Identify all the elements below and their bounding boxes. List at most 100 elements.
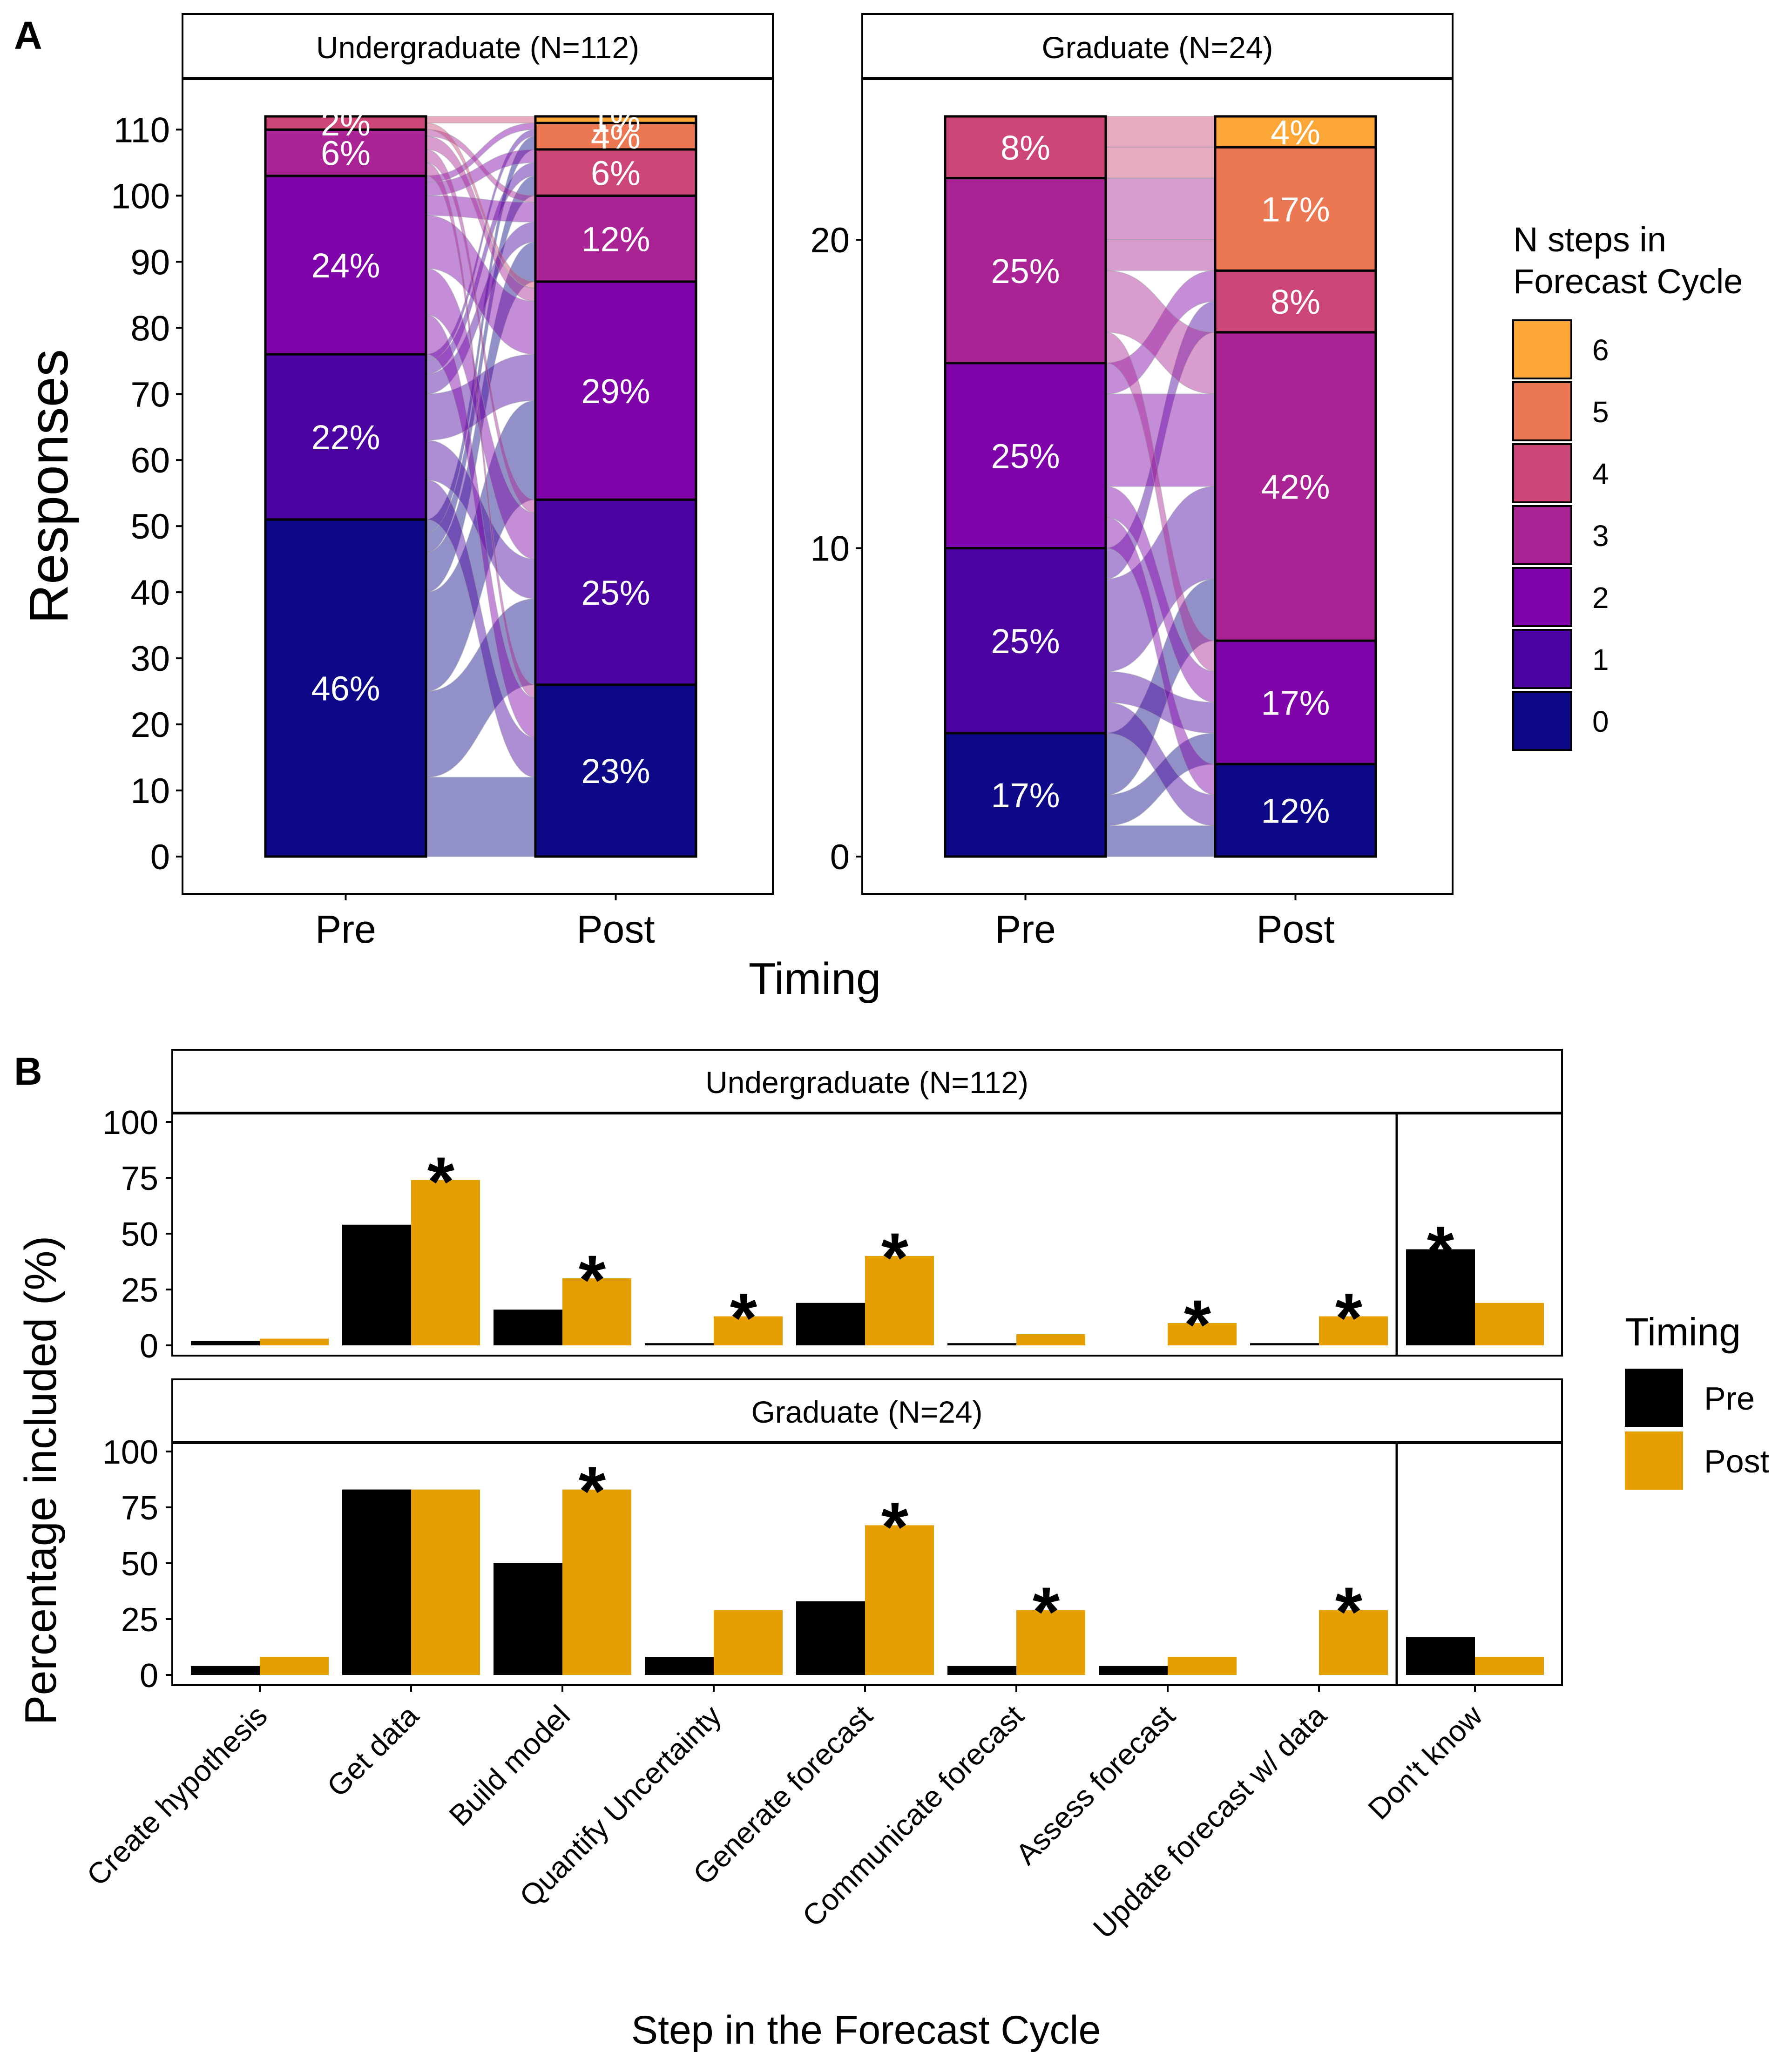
legend-steps-title-1: N steps in [1513, 220, 1666, 259]
x-tick-label: Post [576, 907, 655, 951]
stratum-pre-step-1 [264, 353, 427, 521]
bar-post [260, 1338, 329, 1345]
y-axis-b-undergrad: 0 25 50 75 100 [102, 1104, 172, 1365]
stratum-percent-label: 29% [581, 372, 650, 411]
y-tick-label: 25 [121, 1272, 158, 1309]
bar-pre [1099, 1666, 1168, 1675]
bar-post [865, 1256, 934, 1345]
y-axis-b-grad: 0 25 50 75 100 [102, 1434, 172, 1695]
significance-marker: * [1335, 1279, 1363, 1357]
y-tick-label: 100 [102, 1104, 158, 1141]
stratum-post-step-3 [534, 194, 697, 283]
stratum-percent-label: 17% [991, 776, 1060, 815]
stratum-post-step-0 [1214, 763, 1377, 858]
bar-pre [645, 1343, 714, 1345]
legend-label-post: Post [1704, 1443, 1769, 1479]
bars-undergrad: * * * * * * * [191, 1142, 1544, 1364]
alluvial-flow-band [1105, 825, 1216, 857]
legend-key-step-2 [1512, 567, 1572, 627]
alluvial-flow-band [1105, 115, 1216, 148]
bar-pre [342, 1489, 411, 1675]
legend-timing-title: Timing [1625, 1310, 1741, 1354]
legend-label-step-0: 0 [1592, 705, 1609, 738]
panel-b-y-title: Percentage included (%) [16, 1236, 66, 1725]
legend-label-step-5: 5 [1592, 395, 1609, 429]
stratum-post-step-5 [1214, 146, 1377, 272]
bar-pre [947, 1666, 1016, 1675]
y-tick-label: 90 [130, 243, 170, 282]
y-tick-label: 0 [140, 1328, 158, 1365]
y-axis-grad: 0 10 20 [810, 221, 862, 877]
bar-pre [796, 1303, 865, 1345]
y-tick-label: 50 [121, 1216, 158, 1253]
significance-marker: * [1427, 1212, 1454, 1290]
y-tick-label: 20 [130, 705, 170, 745]
stratum-post-step-4 [1214, 269, 1377, 334]
strip-grad [861, 13, 1454, 79]
significance-marker: * [1335, 1573, 1363, 1651]
y-axis-undergrad: 0 10 20 30 40 50 60 70 80 90 100 110 [111, 110, 183, 877]
strip-b-undergrad [171, 1049, 1563, 1114]
bar-pre [1406, 1637, 1475, 1675]
legend-key-step-0 [1512, 691, 1572, 751]
stratum-pre-step-0 [264, 518, 427, 858]
significance-marker: * [579, 1241, 606, 1319]
stratum-percent-label: 25% [991, 437, 1060, 475]
panel-b-x-title: Step in the Forecast Cycle [631, 2008, 1101, 2052]
alluvial-flow-band [1105, 147, 1216, 179]
alluvial-flow-band [1105, 177, 1216, 240]
legend-steps-title-2: Forecast Cycle [1513, 262, 1743, 301]
stratum-pre-step-4 [944, 115, 1107, 179]
stratum-post-step-4 [534, 148, 697, 197]
bar-pre [947, 1343, 1016, 1345]
stratum-pre-step-4 [264, 115, 427, 131]
legend-label-pre: Pre [1704, 1380, 1755, 1417]
facet-undergrad-bars: Undergraduate (N=112) * * * * * * * 0 25 50 75 100 [102, 1049, 1563, 1365]
bar-post [1319, 1316, 1388, 1345]
legend-key-step-1 [1512, 629, 1572, 689]
y-tick-label: 100 [111, 176, 170, 216]
y-tick-label: 75 [121, 1160, 158, 1197]
strip-b-undergrad-label: Undergraduate (N=112) [705, 1065, 1028, 1100]
alluvial-strata-grad: 17% 25% 25% 25% 8% 12% 17% 42% 8% 17% 4% [944, 113, 1377, 858]
y-tick-label: 0 [150, 837, 170, 877]
stratum-pre-step-2 [944, 362, 1107, 549]
legend-label-step-4: 4 [1592, 457, 1609, 491]
facet-grad-bars: Graduate (N=24) * * * * 0 25 50 75 100 [102, 1378, 1563, 1695]
alluvial-flow-band [426, 776, 536, 857]
y-tick-label: 40 [130, 573, 170, 613]
strip-b-grad [171, 1378, 1563, 1443]
stratum-percent-label: 4% [1271, 113, 1320, 152]
y-tick-label: 0 [830, 837, 850, 877]
x-tick-label: Post [1256, 907, 1334, 951]
stratum-percent-label: 12% [581, 220, 650, 258]
bar-pre [1250, 1343, 1319, 1345]
significance-marker: * [1184, 1285, 1211, 1364]
stratum-percent-label: 2% [321, 104, 371, 143]
panel-a-tag: A [14, 14, 42, 57]
y-tick-label: 50 [130, 507, 170, 547]
facet-undergrad-alluvial: Undergraduate (N=112) 46%22%24%6%2%23%25… [111, 13, 774, 951]
x-tick-label: Pre [995, 907, 1056, 951]
bar-post [1475, 1303, 1544, 1345]
stratum-percent-label: 1% [591, 101, 641, 140]
alluvial-flow-band [426, 115, 536, 124]
significance-marker: * [1033, 1573, 1060, 1651]
y-tick-label: 10 [810, 529, 850, 569]
bar-post [260, 1657, 329, 1675]
stratum-percent-label: 23% [581, 752, 650, 790]
bar-post [1168, 1323, 1237, 1345]
legend-key-step-6 [1512, 319, 1572, 379]
y-tick-label: 70 [130, 375, 170, 414]
panel-b-tag: B [14, 1049, 42, 1093]
legend-steps-keys: 6 5 4 3 2 1 0 [1512, 319, 1609, 751]
panel-a: A Responses Timing Undergraduate (N=112)… [14, 13, 1743, 1004]
stratum-percent-label: 17% [1261, 190, 1330, 229]
bar-post [1475, 1657, 1544, 1675]
bar-pre [796, 1601, 865, 1675]
legend-key-step-5 [1512, 381, 1572, 441]
bar-post [865, 1525, 934, 1675]
stratum-percent-label: 42% [1261, 468, 1330, 506]
legend-timing-keys: Pre Post [1625, 1369, 1769, 1490]
